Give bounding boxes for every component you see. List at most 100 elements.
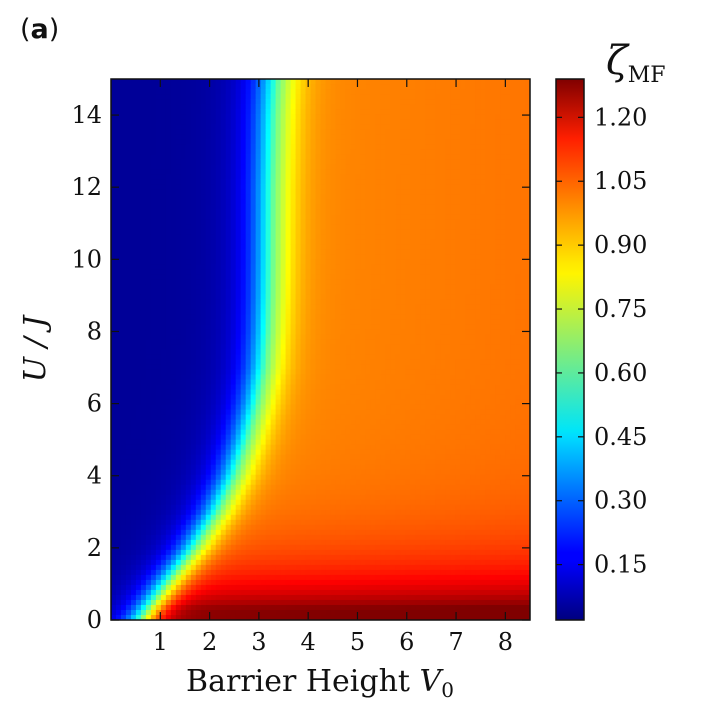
heatmap-cell xyxy=(150,304,157,311)
heatmap-cell xyxy=(215,194,222,200)
heatmap-cell xyxy=(295,194,302,200)
heatmap-cell xyxy=(310,144,317,150)
heatmap-cell xyxy=(165,514,172,521)
heatmap-cell xyxy=(245,259,252,265)
heatmap-cell xyxy=(310,314,317,321)
heatmap-cell xyxy=(310,489,317,496)
heatmap-cell xyxy=(190,244,197,250)
heatmap-cell xyxy=(325,174,332,180)
heatmap-cell xyxy=(175,169,182,175)
heatmap-cell xyxy=(255,499,262,506)
heatmap-cell xyxy=(330,224,337,230)
heatmap-cell xyxy=(160,594,167,601)
heatmap-cell xyxy=(220,589,227,596)
heatmap-cell xyxy=(325,409,332,416)
heatmap-cell xyxy=(335,334,342,341)
heatmap-cell xyxy=(250,479,257,486)
heatmap-cell xyxy=(240,559,247,566)
heatmap-cell xyxy=(205,124,212,130)
heatmap-cell xyxy=(310,189,317,195)
heatmap-cell xyxy=(125,539,132,546)
heatmap-cell xyxy=(160,529,167,536)
heatmap-cell xyxy=(180,354,187,361)
heatmap-cell xyxy=(165,389,172,396)
heatmap-cell xyxy=(120,529,127,536)
heatmap-cell xyxy=(240,434,247,441)
heatmap-cell xyxy=(165,269,172,275)
heatmap-cell xyxy=(145,109,152,115)
heatmap-cell xyxy=(185,504,192,511)
heatmap-cell xyxy=(160,434,167,441)
heatmap-cell xyxy=(140,314,147,321)
heatmap-cell xyxy=(245,404,252,411)
heatmap-cell xyxy=(330,409,337,416)
heatmap-cell xyxy=(260,534,267,541)
heatmap-cell xyxy=(235,449,242,456)
heatmap-cell xyxy=(280,459,287,466)
heatmap-cell xyxy=(111,99,117,105)
heatmap-cell xyxy=(330,354,337,361)
heatmap-cell xyxy=(120,374,127,381)
heatmap-cell xyxy=(160,319,167,326)
heatmap-cell xyxy=(145,239,152,245)
heatmap-cell xyxy=(260,394,267,401)
heatmap-cell xyxy=(150,159,157,165)
heatmap-cell xyxy=(320,254,327,260)
heatmap-cell xyxy=(120,489,127,496)
heatmap-cell xyxy=(245,109,252,115)
heatmap-cell xyxy=(285,509,292,516)
heatmap-cell xyxy=(155,574,162,581)
heatmap-cell xyxy=(111,469,117,476)
heatmap-cell xyxy=(320,204,327,210)
heatmap-cell xyxy=(180,524,187,531)
heatmap-cell xyxy=(120,119,127,125)
heatmap-cell xyxy=(255,339,262,346)
heatmap-cell xyxy=(175,539,182,546)
heatmap-cell xyxy=(275,79,282,85)
heatmap-cell xyxy=(215,444,222,451)
heatmap-cell xyxy=(130,434,137,441)
heatmap-cell xyxy=(220,174,227,180)
heatmap-cell xyxy=(255,369,262,376)
heatmap-cell xyxy=(150,194,157,200)
heatmap-cell xyxy=(275,429,282,436)
heatmap-cell xyxy=(140,304,147,311)
heatmap-cell xyxy=(265,124,272,130)
heatmap-cell xyxy=(330,234,337,240)
heatmap-cell xyxy=(275,144,282,150)
heatmap-cell xyxy=(160,334,167,341)
heatmap-cell xyxy=(255,494,262,501)
heatmap-cell xyxy=(295,599,302,606)
heatmap-cell xyxy=(205,599,212,606)
heatmap-cell xyxy=(205,144,212,150)
heatmap-cell xyxy=(330,189,337,195)
heatmap-cell xyxy=(320,229,327,235)
heatmap-cell xyxy=(185,599,192,606)
heatmap-cell xyxy=(160,219,167,225)
heatmap-cell xyxy=(135,149,142,155)
heatmap-cell xyxy=(120,439,127,446)
heatmap-cell xyxy=(335,574,342,581)
heatmap-cell xyxy=(320,384,327,391)
heatmap-cell xyxy=(320,164,327,170)
heatmap-cell xyxy=(111,584,117,591)
heatmap-cell xyxy=(200,334,207,341)
heatmap-cell xyxy=(175,579,182,586)
heatmap-cell xyxy=(290,429,297,436)
heatmap-cell xyxy=(305,199,312,205)
heatmap-cell xyxy=(180,89,187,95)
heatmap-cell xyxy=(275,89,282,95)
heatmap-cell xyxy=(145,184,152,190)
heatmap-cell xyxy=(195,144,202,150)
heatmap-cell xyxy=(160,409,167,416)
heatmap-cell xyxy=(285,144,292,150)
heatmap-cell xyxy=(235,79,242,85)
heatmap-cell xyxy=(235,224,242,230)
heatmap-cell xyxy=(175,489,182,496)
heatmap-cell xyxy=(330,144,337,150)
heatmap-cell xyxy=(290,399,297,406)
heatmap-cell xyxy=(330,349,337,356)
heatmap-cell xyxy=(285,419,292,426)
heatmap-cell xyxy=(265,459,272,466)
heatmap-cell xyxy=(325,479,332,486)
